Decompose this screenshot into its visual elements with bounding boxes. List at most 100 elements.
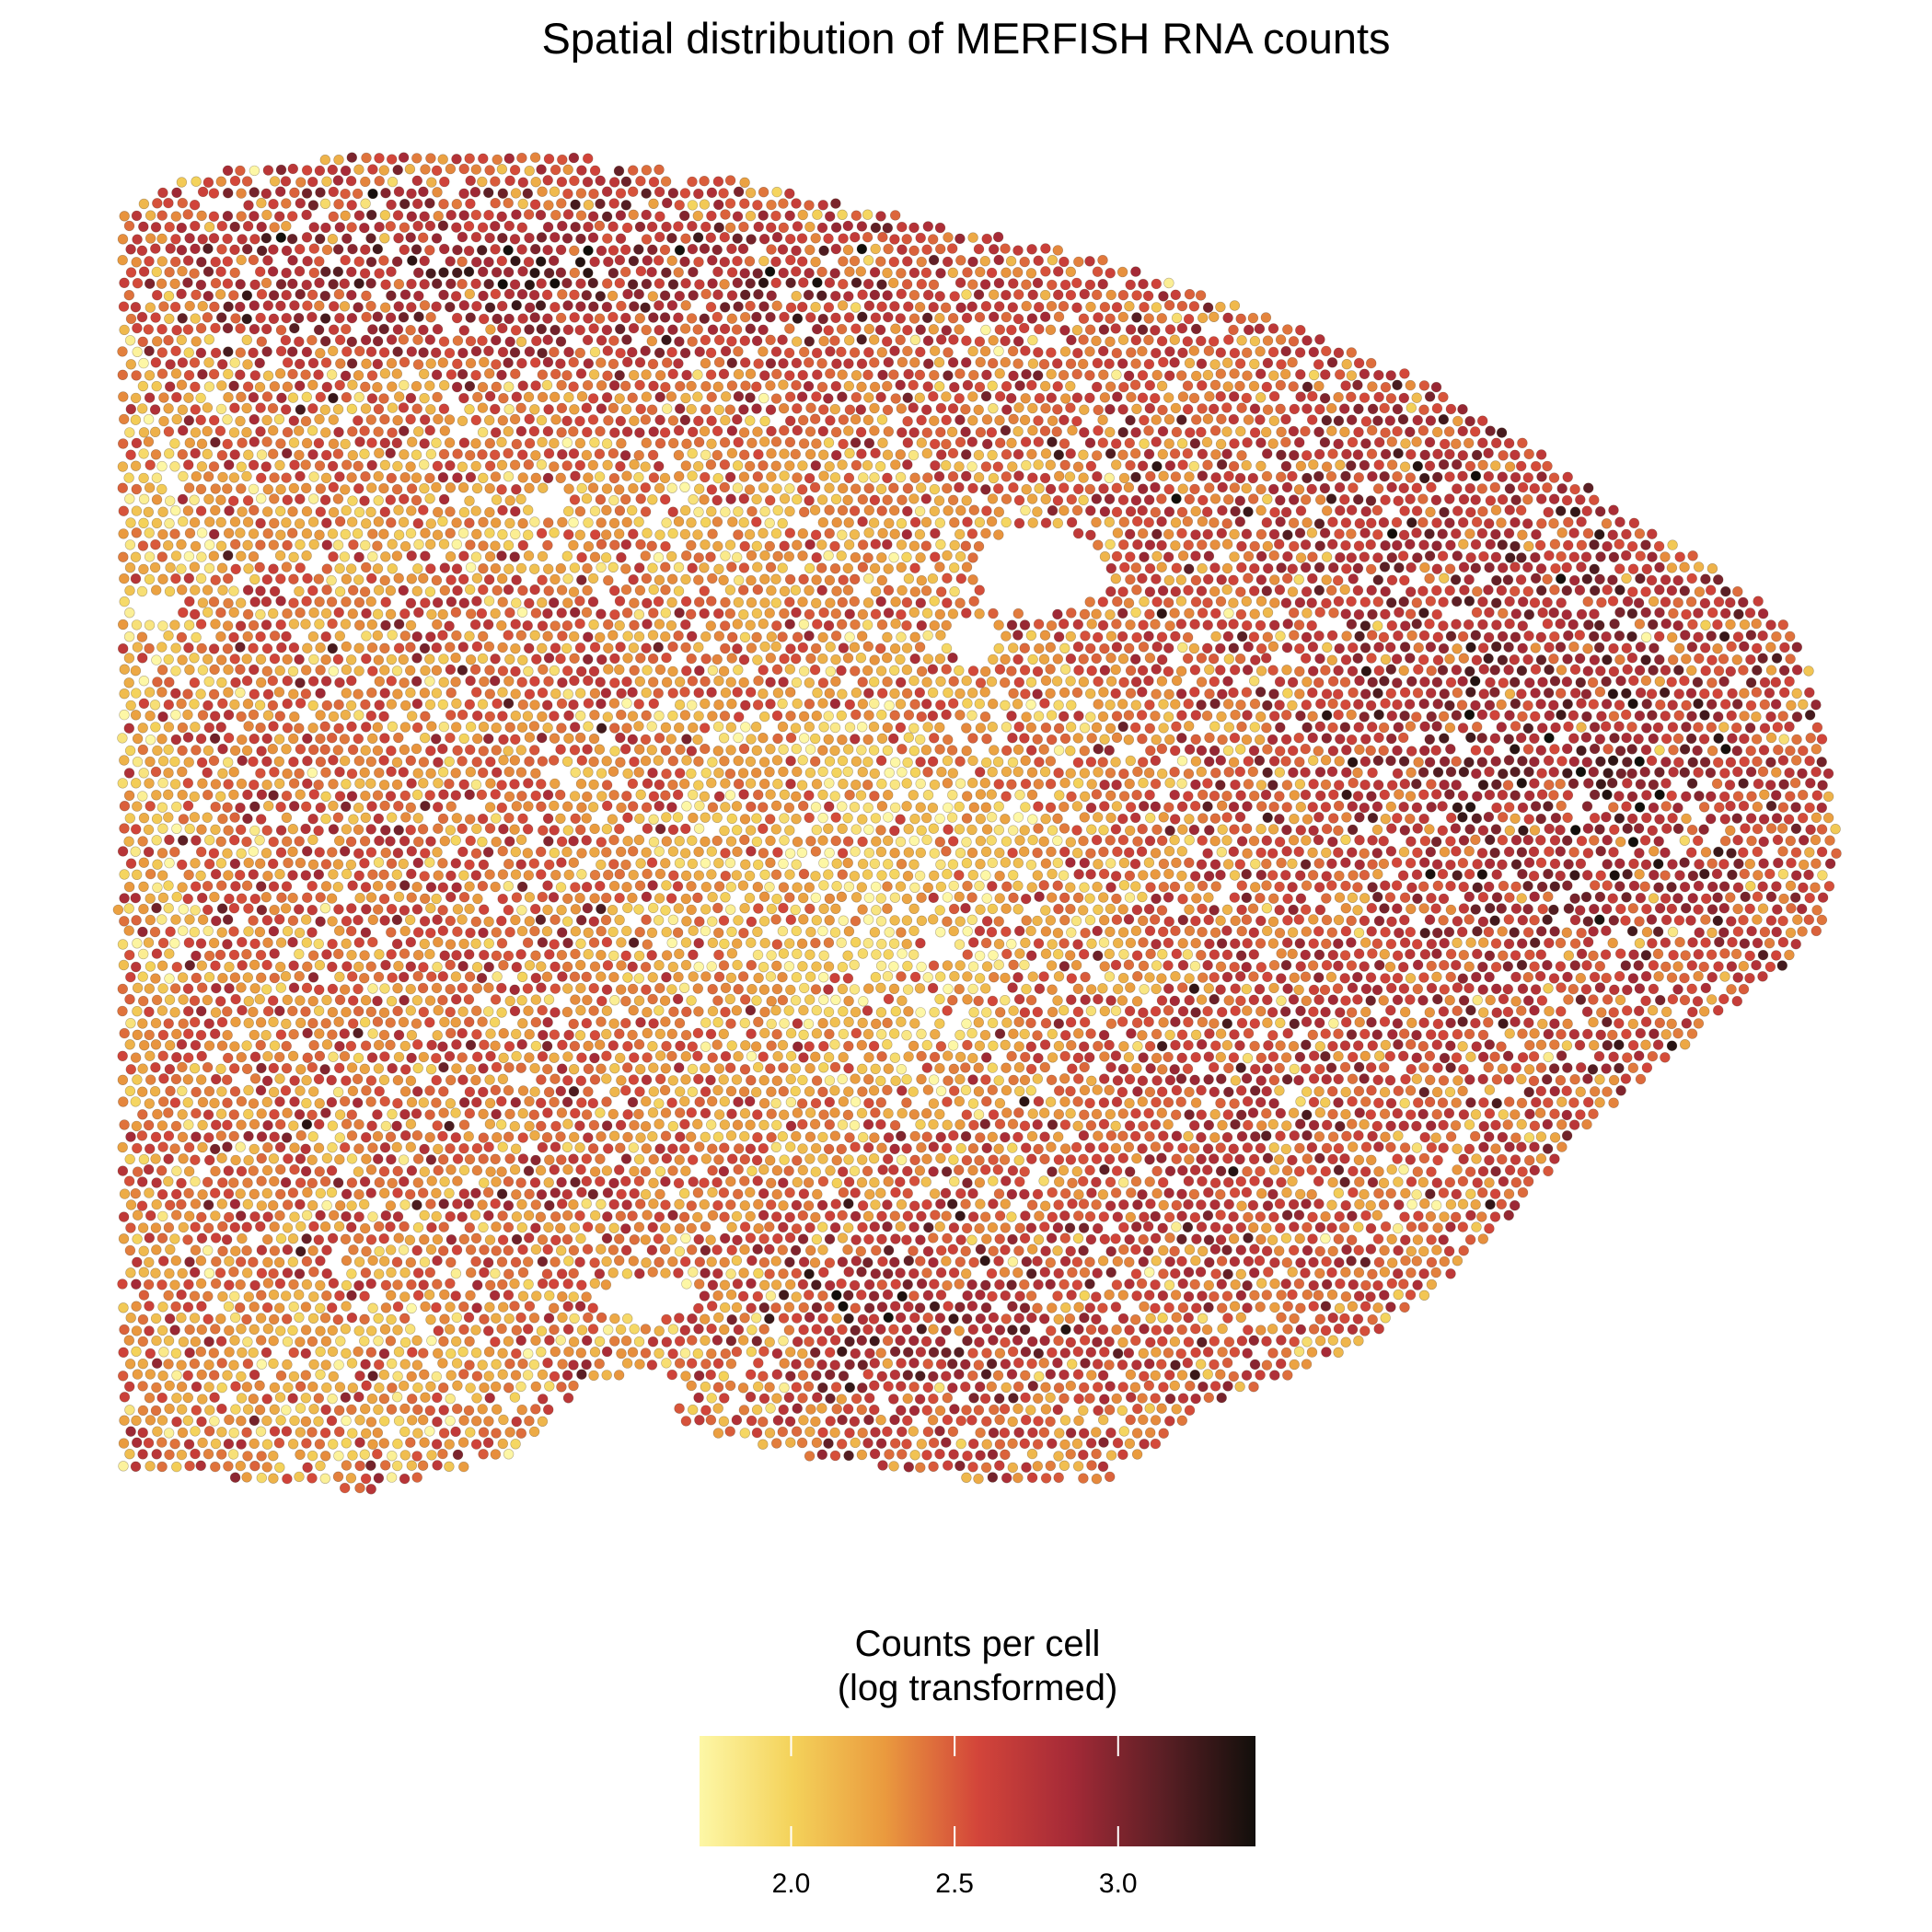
data-point: [301, 665, 312, 676]
data-point: [642, 619, 653, 630]
data-point: [1635, 642, 1647, 653]
data-point: [640, 461, 651, 472]
data-point: [954, 414, 966, 425]
data-point: [1569, 688, 1581, 699]
data-point: [510, 734, 521, 745]
data-point: [1595, 551, 1606, 562]
data-point: [620, 176, 632, 188]
data-point: [411, 676, 422, 687]
data-point: [1380, 698, 1391, 709]
data-point: [138, 357, 149, 369]
data-point: [869, 562, 881, 574]
data-point: [1562, 471, 1573, 482]
data-point: [378, 393, 389, 404]
data-point: [1731, 699, 1743, 710]
data-point: [307, 700, 318, 711]
data-point: [561, 277, 573, 289]
data-point: [1156, 654, 1168, 665]
data-point: [1065, 448, 1076, 459]
data-point: [1073, 665, 1084, 676]
data-point: [1091, 289, 1103, 300]
data-point: [881, 652, 893, 664]
data-point: [1405, 608, 1417, 619]
data-point: [293, 312, 305, 324]
data-point: [1254, 734, 1266, 746]
data-point: [392, 460, 403, 472]
data-point: [248, 642, 259, 654]
data-point: [784, 687, 796, 698]
data-point: [374, 447, 385, 458]
data-point: [315, 233, 326, 245]
data-point: [184, 300, 195, 312]
data-point: [700, 471, 711, 483]
data-point: [692, 324, 703, 335]
data-point: [792, 472, 803, 483]
data-point: [1182, 336, 1194, 347]
data-point: [281, 312, 292, 324]
data-point: [477, 426, 489, 438]
data-point: [1171, 312, 1183, 324]
data-point: [144, 687, 156, 698]
data-point: [366, 482, 377, 493]
data-point: [184, 664, 195, 676]
data-point: [1267, 734, 1278, 746]
data-point: [537, 574, 548, 585]
data-point: [387, 402, 399, 413]
data-point: [674, 677, 686, 688]
data-point: [825, 665, 836, 677]
data-point: [1249, 722, 1261, 733]
data-point: [888, 256, 899, 268]
data-point: [1313, 470, 1325, 482]
data-point: [1674, 551, 1685, 562]
data-point: [836, 619, 848, 630]
data-point: [1614, 631, 1625, 642]
data-point: [1144, 403, 1156, 414]
data-point: [1666, 677, 1677, 688]
data-point: [666, 596, 677, 608]
data-point: [419, 688, 431, 699]
data-point: [738, 404, 749, 415]
data-point: [705, 551, 716, 562]
data-point: [1163, 277, 1174, 289]
data-point: [1627, 563, 1639, 574]
data-point: [857, 515, 868, 527]
data-point: [1412, 414, 1423, 426]
data-point: [119, 664, 131, 675]
data-point: [619, 380, 631, 391]
data-point: [523, 550, 535, 561]
data-point: [1294, 642, 1305, 654]
data-point: [347, 450, 358, 461]
data-point: [339, 551, 351, 562]
data-point: [1791, 711, 1803, 723]
data-point: [372, 540, 383, 551]
data-point: [1607, 529, 1618, 540]
data-point: [927, 234, 939, 245]
data-point: [1066, 607, 1077, 619]
data-point: [1333, 665, 1344, 677]
data-point: [908, 540, 920, 551]
data-point: [804, 426, 816, 437]
data-point: [267, 266, 279, 277]
data-point: [759, 415, 770, 427]
data-point: [589, 346, 601, 358]
data-point: [1405, 379, 1417, 391]
data-point: [772, 550, 783, 561]
data-point: [1386, 528, 1398, 539]
data-point: [693, 256, 704, 268]
data-point: [491, 359, 502, 370]
data-point: [746, 734, 757, 745]
data-point: [646, 335, 657, 347]
data-point: [398, 516, 410, 527]
data-point: [608, 198, 619, 209]
data-point: [1555, 618, 1566, 630]
data-point: [1463, 619, 1475, 631]
data-point: [496, 164, 508, 175]
data-point: [1267, 483, 1279, 495]
data-point: [483, 368, 495, 379]
data-point: [830, 198, 841, 209]
data-point: [1726, 710, 1737, 722]
data-point: [176, 334, 188, 345]
data-point: [816, 222, 828, 234]
data-point: [796, 233, 808, 244]
data-point: [477, 653, 489, 665]
